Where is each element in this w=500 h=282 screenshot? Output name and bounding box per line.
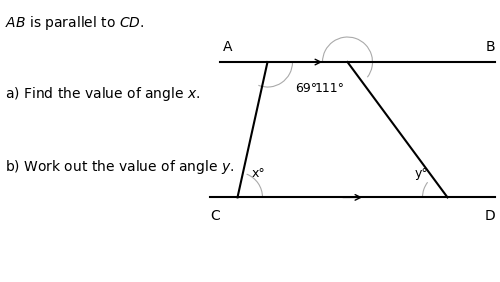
Text: b) Work out the value of angle $\it{y}$.: b) Work out the value of angle $\it{y}$. [5,158,234,176]
Text: y°: y° [415,168,429,180]
Text: A: A [222,39,232,54]
Text: $\it{AB}$ is parallel to $\it{CD}$.: $\it{AB}$ is parallel to $\it{CD}$. [5,14,144,32]
Text: 111°: 111° [315,82,345,95]
Text: D: D [484,209,495,223]
Text: x°: x° [252,168,265,180]
Text: 69°: 69° [295,82,317,95]
Text: B: B [486,39,495,54]
Text: a) Find the value of angle $\it{x}$.: a) Find the value of angle $\it{x}$. [5,85,200,103]
Text: C: C [210,209,220,223]
